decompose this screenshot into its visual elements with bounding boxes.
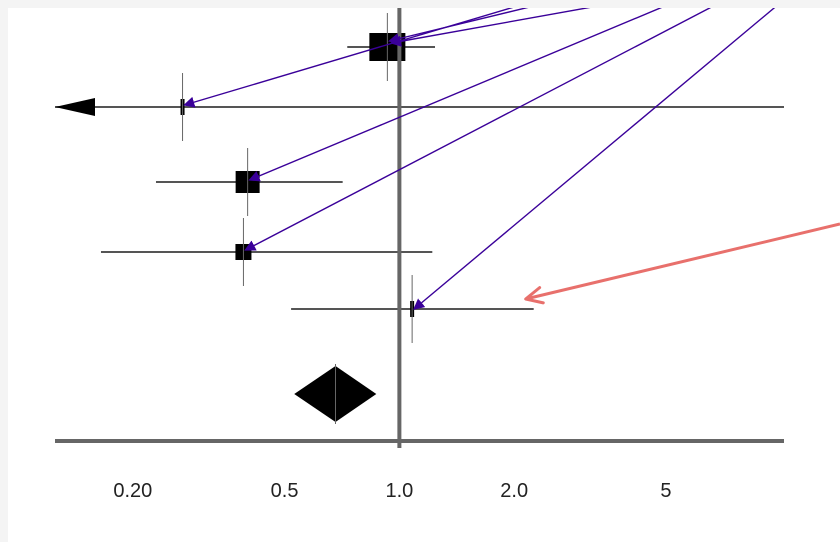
annotation-arrow xyxy=(183,8,514,108)
plot-frame: 0.20 0.5 1.0 2.0 5 xyxy=(8,8,840,542)
annotation-arrow xyxy=(244,8,712,251)
x-tick-label: 0.20 xyxy=(113,480,152,502)
annotation-arrow xyxy=(388,8,529,45)
x-tick-label: 5 xyxy=(660,480,671,502)
x-tick-label: 2.0 xyxy=(500,480,528,502)
annotation-arrow xyxy=(389,8,591,47)
truncation-arrow xyxy=(55,98,95,116)
x-tick-label: 0.5 xyxy=(271,480,299,502)
highlight-arrow-head xyxy=(524,286,545,305)
forest-plot: 0.20 0.5 1.0 2.0 5 xyxy=(55,8,840,502)
highlight-arrow xyxy=(525,222,840,301)
annotation-arrow xyxy=(248,8,663,182)
x-tick-label: 1.0 xyxy=(385,480,413,502)
annotation-arrow xyxy=(413,8,776,310)
